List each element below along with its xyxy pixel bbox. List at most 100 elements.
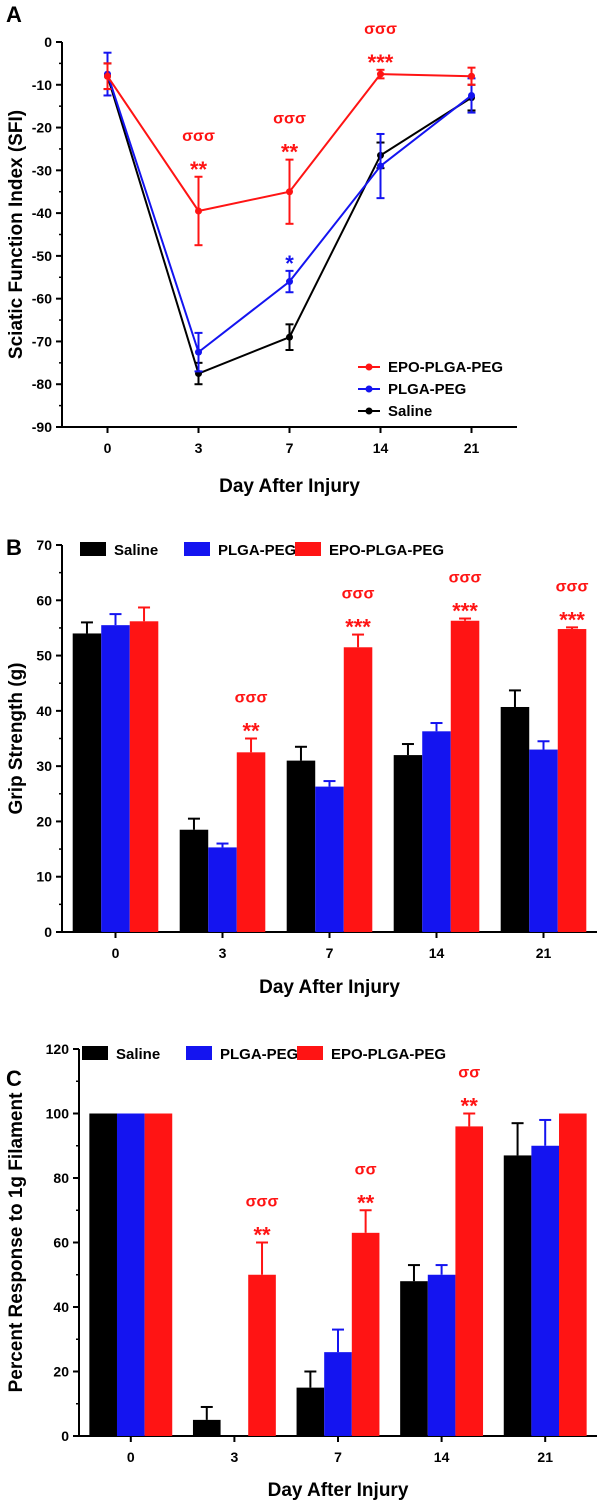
- y-tick-label: 0: [61, 1428, 69, 1444]
- series-epo-plga-peg: [129, 606, 587, 932]
- data-point: [377, 162, 384, 170]
- legend: EPO-PLGA-PEG PLGA-PEG Saline: [358, 359, 503, 420]
- data-point: [104, 72, 111, 80]
- x-tick-label: 0: [104, 440, 112, 456]
- data-point: [195, 348, 202, 356]
- x-tick-label: 3: [195, 440, 203, 456]
- panel-letter: A: [6, 2, 22, 27]
- bar: [455, 1126, 484, 1436]
- x-tick-label: 3: [231, 1449, 239, 1465]
- y-tick-label: 50: [36, 648, 52, 664]
- y-tick-label: -30: [32, 162, 52, 178]
- significance-annotation: ***: [452, 599, 478, 624]
- series-saline: [89, 1113, 532, 1436]
- series-epo-plga-peg: [103, 62, 476, 247]
- y-tick-label: -50: [32, 248, 52, 264]
- x-tick-label: 21: [464, 440, 480, 456]
- x-axis-title: Day After Injury: [219, 476, 360, 497]
- panel-letter: C: [6, 1066, 22, 1091]
- bar: [531, 1145, 560, 1436]
- x-tick-label: 21: [536, 945, 552, 961]
- bar: [559, 1113, 587, 1436]
- sigma-annotation: σσ: [458, 1065, 480, 1082]
- panel-b: B 0 10 20 30 40 50 60 70 0 3 7 14 21 Day After Injury G…: [6, 535, 597, 998]
- significance-annotation: **: [253, 1223, 271, 1248]
- data-point: [468, 72, 475, 80]
- x-tick-label: 7: [334, 1449, 342, 1465]
- y-tick-label: 60: [36, 592, 52, 608]
- series-epo-plga-peg: [144, 1112, 587, 1436]
- significance-annotation: **: [357, 1190, 375, 1215]
- bar: [129, 621, 159, 932]
- y-tick-label: 70: [36, 537, 52, 553]
- legend-label: Saline: [388, 403, 432, 420]
- significance-annotation: **: [281, 140, 299, 165]
- bar: [236, 752, 266, 932]
- legend-label: EPO-PLGA-PEG: [331, 1046, 446, 1063]
- legend-label: PLGA-PEG: [220, 1046, 298, 1063]
- significance-annotation: **: [242, 719, 260, 744]
- legend-marker: [365, 407, 373, 415]
- data-point: [286, 188, 293, 196]
- legend-swatch: [297, 1046, 323, 1060]
- significance-annotation: ***: [345, 615, 371, 640]
- data-point: [286, 278, 293, 286]
- legend-swatch: [82, 1046, 108, 1060]
- bar: [296, 1387, 325, 1436]
- data-point: [377, 70, 384, 78]
- legend-marker: [365, 385, 373, 393]
- significance-annotation: ***: [368, 50, 394, 75]
- y-tick-label: -60: [32, 291, 52, 307]
- legend: Saline PLGA-PEG EPO-PLGA-PEG: [80, 542, 444, 559]
- data-point: [468, 91, 475, 99]
- x-tick-label: 14: [434, 1449, 450, 1465]
- panel-c: C 0 20 40 60 80 100 120 0 3 7 14 21 Day After Injury P…: [6, 1041, 597, 1501]
- x-tick-label: 7: [326, 945, 334, 961]
- bar: [351, 1232, 380, 1436]
- x-tick-label: 21: [537, 1449, 553, 1465]
- y-tick-label: -90: [32, 419, 52, 435]
- bar: [393, 755, 423, 932]
- bar: [89, 1113, 117, 1436]
- y-tick-label: -40: [32, 205, 52, 221]
- series-saline: [72, 621, 530, 932]
- y-tick-label: 40: [36, 703, 52, 719]
- significance-annotation: **: [461, 1094, 479, 1119]
- bar: [400, 1281, 428, 1436]
- sigma-annotation: σσ: [355, 1161, 377, 1178]
- sigma-annotation: σσσ: [449, 570, 482, 587]
- sigma-annotation: σσσ: [235, 690, 268, 707]
- y-tick-label: 20: [53, 1364, 69, 1380]
- legend-label: PLGA-PEG: [388, 381, 466, 398]
- bar: [116, 1113, 145, 1436]
- legend-label: Saline: [116, 1046, 160, 1063]
- y-tick-label: 120: [46, 1041, 70, 1057]
- x-axis-title: Day After Injury: [259, 977, 400, 998]
- data-point: [195, 207, 202, 215]
- panel-letter: B: [6, 535, 22, 560]
- x-tick-label: 0: [127, 1449, 135, 1465]
- y-tick-label: -70: [32, 333, 52, 349]
- legend-swatch: [295, 542, 321, 556]
- legend-label: EPO-PLGA-PEG: [388, 359, 503, 376]
- legend-label: EPO-PLGA-PEG: [329, 542, 444, 559]
- legend-label: PLGA-PEG: [218, 542, 296, 559]
- legend-swatch: [184, 542, 210, 556]
- bar: [208, 847, 237, 932]
- bar: [529, 749, 558, 932]
- y-tick-label: -20: [32, 120, 52, 136]
- bar: [248, 1274, 276, 1436]
- y-tick-label: 30: [36, 758, 52, 774]
- y-tick-label: 40: [53, 1299, 69, 1315]
- bar: [427, 1274, 456, 1436]
- sigma-annotation: σσσ: [364, 21, 397, 38]
- legend-label: Saline: [114, 542, 158, 559]
- x-tick-label: 0: [112, 945, 120, 961]
- y-tick-label: 10: [36, 869, 52, 885]
- data-point: [286, 333, 293, 341]
- sigma-annotation: σσσ: [246, 1194, 279, 1211]
- y-axis-title: Percent Response to 1g Filament: [6, 1092, 27, 1393]
- series-plga-peg: [116, 1113, 560, 1436]
- sigma-annotation: σσσ: [182, 128, 215, 145]
